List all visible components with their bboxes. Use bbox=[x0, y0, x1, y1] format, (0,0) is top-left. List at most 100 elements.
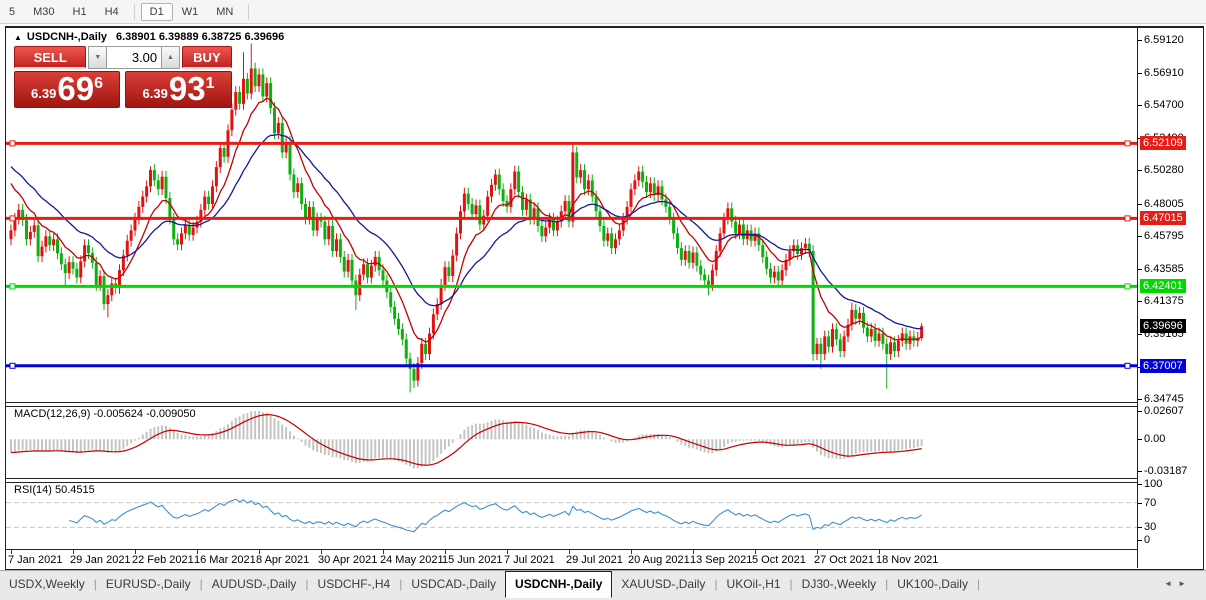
buy-price-big: 93 bbox=[168, 70, 206, 107]
price-axis-label: 6.43585 bbox=[1144, 262, 1184, 275]
axis-tick bbox=[1138, 268, 1142, 270]
date-axis-label: 18 Nov 2021 bbox=[876, 554, 939, 566]
date-axis[interactable]: 7 Jan 2021 29 Jan 2021 22 Feb 2021 16 Mar 2… bbox=[6, 549, 1138, 568]
tab-usdcad-daily[interactable]: USDCAD-,Daily bbox=[411, 577, 497, 591]
date-tick bbox=[755, 550, 756, 554]
chart-ohlc-values: 6.38901 6.39889 6.38725 6.39696 bbox=[116, 31, 285, 43]
price-axis-label: 6.45795 bbox=[1144, 230, 1184, 243]
timeframe-button-mn[interactable]: MN bbox=[216, 5, 234, 18]
price-chart-canvas[interactable] bbox=[6, 28, 1137, 402]
volume-increase-button[interactable]: ▲ bbox=[161, 46, 180, 69]
pane-separator[interactable] bbox=[6, 478, 1138, 483]
rsi-axis-label: 70 bbox=[1144, 496, 1157, 509]
rsi-canvas[interactable] bbox=[6, 481, 1137, 549]
date-axis-label: 7 Jan 2021 bbox=[8, 554, 63, 566]
date-axis-label: 22 Feb 2021 bbox=[132, 554, 194, 566]
tab-separator: | bbox=[399, 577, 403, 591]
rsi-line bbox=[68, 498, 922, 533]
hline-price-label: 6.47015 bbox=[1140, 211, 1186, 226]
rsi-axis-label: 100 bbox=[1144, 478, 1163, 490]
buy-price-small: 6.39 bbox=[142, 86, 168, 101]
price-axis-label: 6.59120 bbox=[1144, 34, 1184, 47]
macd-axis-label: -0.03187 bbox=[1144, 465, 1188, 477]
spin-up-icon: ▲ bbox=[167, 54, 174, 61]
date-tick bbox=[135, 550, 136, 554]
macd-signal-line bbox=[10, 413, 922, 466]
volume-decrease-button[interactable]: ▼ bbox=[88, 46, 108, 69]
axis-tick bbox=[1138, 540, 1142, 541]
macd-canvas[interactable] bbox=[6, 405, 1137, 478]
axis-tick bbox=[1138, 40, 1142, 42]
tab-separator: | bbox=[976, 577, 981, 591]
date-tick bbox=[631, 550, 632, 554]
axis-tick bbox=[1138, 203, 1142, 205]
price-axis[interactable]: 6.591206.569106.547006.524906.502806.480… bbox=[1138, 28, 1202, 567]
price-axis-label: 6.41375 bbox=[1144, 295, 1184, 308]
tab-usdx-weekly[interactable]: USDX,Weekly bbox=[9, 577, 85, 591]
tab-eurusd-daily[interactable]: EURUSD-,Daily bbox=[105, 577, 191, 591]
sell-button[interactable]: SELL bbox=[14, 46, 87, 69]
pane-separator[interactable] bbox=[6, 402, 1138, 407]
tab-separator: | bbox=[885, 577, 889, 591]
rsi-label: RSI(14) 50.4515 bbox=[14, 484, 95, 496]
date-tick bbox=[259, 550, 260, 554]
price-axis-label: 6.50280 bbox=[1144, 164, 1184, 177]
toolbar-separator bbox=[133, 3, 135, 20]
date-tick bbox=[817, 550, 818, 554]
date-axis-label: 13 Sep 2021 bbox=[690, 554, 753, 566]
date-axis-label: 15 Jun 2021 bbox=[442, 554, 503, 566]
chart-window: ▲ USDCNH-,Daily 6.38901 6.39889 6.38725 6.… bbox=[5, 26, 1204, 570]
timeframe-button-h1[interactable]: H1 bbox=[72, 5, 87, 18]
axis-tick bbox=[1138, 301, 1142, 303]
macd-label: MACD(12,26,9) -0.005624 -0.009050 bbox=[14, 408, 196, 420]
date-tick bbox=[11, 550, 12, 554]
sell-price-big: 69 bbox=[57, 70, 95, 107]
hline-6-47015[interactable] bbox=[6, 215, 1137, 222]
tab-audusd-daily[interactable]: AUDUSD-,Daily bbox=[211, 577, 297, 591]
tab-dj30-weekly[interactable]: DJ30-,Weekly bbox=[801, 577, 877, 591]
timeframe-button-m30[interactable]: M30 bbox=[33, 5, 55, 18]
axis-tick bbox=[1138, 411, 1142, 412]
date-axis-label: 7 Jul 2021 bbox=[504, 554, 555, 566]
buy-button[interactable]: BUY bbox=[181, 46, 232, 69]
timeframe-button-w1[interactable]: W1 bbox=[181, 5, 199, 18]
tab-usdchf-h4[interactable]: USDCHF-,H4 bbox=[317, 577, 391, 591]
toolbar-separator bbox=[248, 3, 250, 20]
buy-price-display[interactable]: 6.39 93 1 bbox=[125, 71, 232, 108]
timeframe-button-h4[interactable]: H4 bbox=[104, 5, 119, 18]
volume-input[interactable] bbox=[107, 46, 162, 69]
axis-tick bbox=[1138, 471, 1142, 472]
price-axis-label: 6.54700 bbox=[1144, 99, 1184, 112]
tab-separator: | bbox=[93, 577, 97, 591]
date-axis-label: 5 Oct 2021 bbox=[752, 554, 806, 566]
collapse-triangle-icon[interactable]: ▲ bbox=[14, 33, 22, 42]
rsi-pane[interactable]: RSI(14) 50.4515 bbox=[6, 481, 1138, 549]
axis-tick bbox=[1138, 439, 1142, 441]
hline-6-42401[interactable] bbox=[6, 283, 1137, 290]
tab-separator: | bbox=[199, 577, 203, 591]
macd-axis-label: 0.02607 bbox=[1144, 405, 1184, 417]
tab-usdcnh-daily[interactable]: USDCNH-,Daily bbox=[505, 571, 613, 598]
one-click-trading-widget: SELL ▼ ▲ BUY 6.39 69 6 6.39 93 1 bbox=[14, 46, 232, 108]
date-axis-label: 29 Jan 2021 bbox=[70, 554, 131, 566]
axis-tick bbox=[1138, 502, 1142, 504]
tabs-scroll-right-icon[interactable]: ► bbox=[1178, 579, 1192, 588]
macd-pane[interactable]: MACD(12,26,9) -0.005624 -0.009050 bbox=[6, 405, 1138, 478]
sell-price-display[interactable]: 6.39 69 6 bbox=[14, 71, 120, 108]
price-pane[interactable]: ▲ USDCNH-,Daily 6.38901 6.39889 6.38725 6.… bbox=[6, 28, 1138, 402]
hline-6-52109[interactable] bbox=[6, 140, 1137, 147]
date-tick bbox=[507, 550, 508, 554]
hline-6-37007[interactable] bbox=[6, 362, 1137, 369]
tab-ukoil-h1[interactable]: UKOil-,H1 bbox=[726, 577, 781, 591]
tab-uk100-daily[interactable]: UK100-,Daily bbox=[897, 577, 968, 591]
date-axis-label: 27 Oct 2021 bbox=[814, 554, 874, 566]
tab-separator: | bbox=[714, 577, 718, 591]
timeframe-button-5[interactable]: 5 bbox=[9, 5, 16, 18]
timeframe-button-d1[interactable]: D1 bbox=[140, 2, 173, 21]
axis-tick bbox=[1138, 72, 1142, 74]
date-tick bbox=[383, 550, 384, 554]
axis-tick bbox=[1138, 334, 1142, 335]
tabs-scroll-left-icon[interactable]: ◄ bbox=[1164, 579, 1179, 588]
date-tick bbox=[879, 550, 880, 554]
tab-xauusd-daily[interactable]: XAUUSD-,Daily bbox=[621, 577, 706, 591]
